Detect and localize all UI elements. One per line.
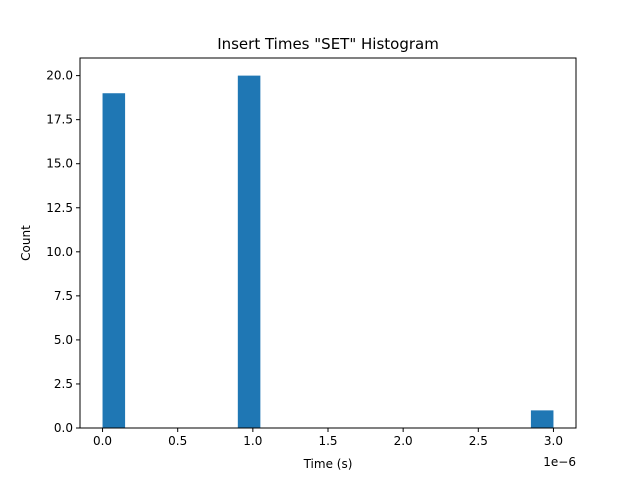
histogram-bar-0 — [102, 93, 126, 428]
x-tick-label: 2.5 — [469, 434, 488, 448]
histogram-bar-1 — [237, 75, 261, 428]
y-tick-label: 7.5 — [54, 289, 73, 303]
x-axis-label: Time (s) — [303, 457, 353, 471]
y-ticks: 0.0 2.5 5.0 7.5 10.0 12.5 15.0 17.5 20.0 — [46, 69, 80, 435]
y-tick-label: 20.0 — [46, 69, 73, 83]
y-tick-label: 12.5 — [46, 201, 73, 215]
y-tick-label: 10.0 — [46, 245, 73, 259]
y-axis-label: Count — [19, 225, 33, 261]
x-tick-label: 1.5 — [318, 434, 337, 448]
x-tick-label: 3.0 — [544, 434, 563, 448]
x-ticks: 0.0 0.5 1.0 1.5 2.0 2.5 3.0 — [93, 428, 563, 448]
chart-title: Insert Times "SET" Histogram — [217, 35, 439, 53]
x-tick-label: 0.0 — [93, 434, 112, 448]
x-tick-label: 1.0 — [243, 434, 262, 448]
y-tick-label: 2.5 — [54, 377, 73, 391]
plot-frame — [79, 57, 577, 429]
histogram-bar-2 — [530, 410, 554, 428]
y-tick-label: 0.0 — [54, 421, 73, 435]
y-tick-label: 5.0 — [54, 333, 73, 347]
bars-layer — [102, 75, 554, 428]
x-tick-label: 2.0 — [394, 434, 413, 448]
y-tick-label: 17.5 — [46, 113, 73, 127]
x-tick-label: 0.5 — [168, 434, 187, 448]
x-offset-label: 1e−6 — [543, 455, 576, 469]
y-tick-label: 15.0 — [46, 157, 73, 171]
